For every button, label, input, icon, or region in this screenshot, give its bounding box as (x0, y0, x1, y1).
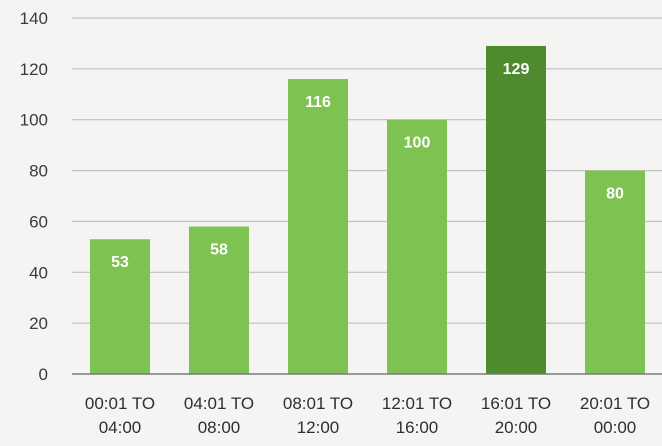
gridlines (72, 17, 662, 324)
y-tick-label: 40 (29, 263, 48, 282)
x-category-label: 08:00 (198, 418, 241, 437)
x-category-label: 12:00 (297, 418, 340, 437)
bar-value-label: 58 (210, 242, 228, 259)
x-category-label: 20:00 (495, 418, 538, 437)
y-tick-label: 120 (20, 60, 48, 79)
bar-value-label: 129 (503, 61, 530, 78)
x-category-label: 00:00 (594, 418, 637, 437)
x-category-label: 04:01 TO (184, 394, 254, 413)
x-category-label: 16:00 (396, 418, 439, 437)
y-axis-tick-labels: 0 20 40 60 80 100 120 140 (20, 9, 48, 384)
x-category-label: 16:01 TO (481, 394, 551, 413)
y-tick-label: 140 (20, 9, 48, 28)
y-tick-label: 80 (29, 162, 48, 181)
bar-value-label: 53 (111, 254, 129, 271)
bar (486, 45, 546, 374)
bar (189, 226, 249, 374)
y-tick-label: 60 (29, 212, 48, 231)
x-category-label: 20:01 TO (580, 394, 650, 413)
bar-value-label: 80 (606, 186, 624, 203)
x-category-label: 12:01 TO (382, 394, 452, 413)
bar (288, 79, 348, 375)
y-tick-label: 20 (29, 314, 48, 333)
x-axis-category-labels: 00:01 TO 04:00 04:01 TO 08:00 08:01 TO 12:00 1… (85, 394, 650, 437)
y-tick-label: 100 (20, 111, 48, 130)
data-labels: 53 58 116 100 129 80 (111, 61, 624, 271)
bar-value-label: 100 (404, 135, 431, 152)
bar-value-label: 116 (305, 94, 331, 111)
bars (90, 45, 645, 375)
bar (585, 170, 645, 374)
bar (387, 119, 447, 374)
x-category-label: 00:01 TO (85, 394, 155, 413)
bar (90, 239, 150, 374)
x-category-label: 08:01 TO (283, 394, 353, 413)
y-tick-label: 0 (39, 365, 48, 384)
x-category-label: 04:00 (99, 418, 142, 437)
